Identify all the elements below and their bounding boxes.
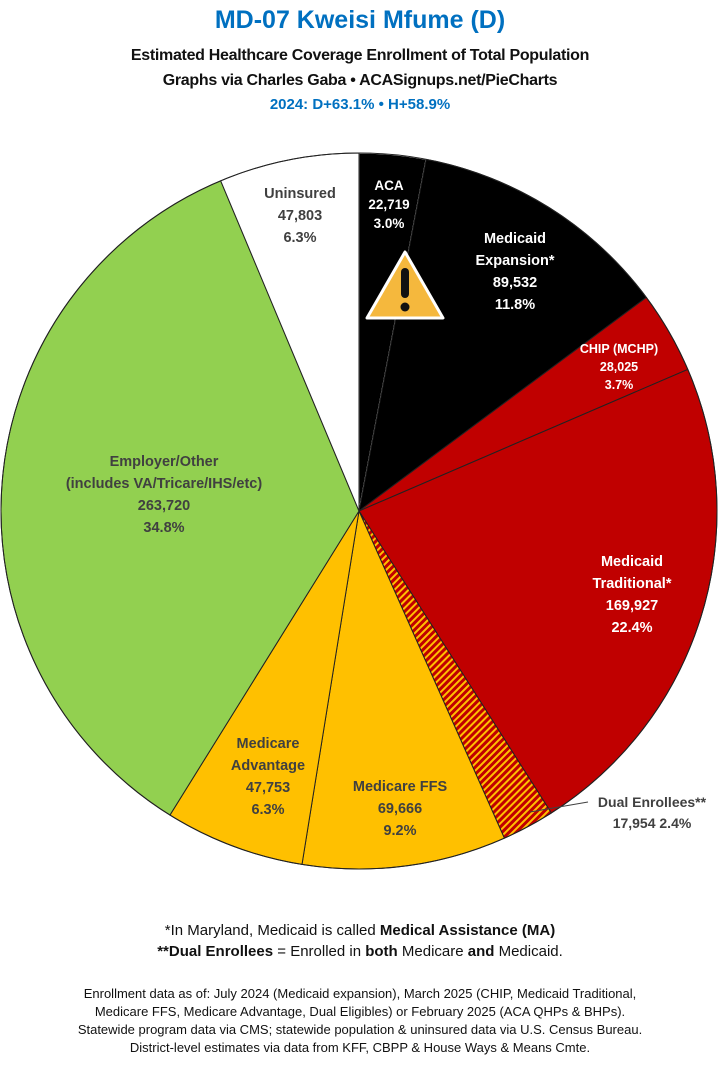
label-medicaid-expansion: Medicaid Expansion* 89,532 11.8% xyxy=(476,228,555,316)
source-line: District-level estimates via data from K… xyxy=(129,1040,591,1055)
chart-subtitle: Estimated Healthcare Coverage Enrollment… xyxy=(130,47,590,64)
slice-name: Medicare xyxy=(236,736,300,752)
slice-name: Dual Enrollees** xyxy=(597,794,707,810)
slice-value: 89,532 xyxy=(492,275,538,291)
source-line: Medicare FFS, Medicare Advantage, Dual E… xyxy=(94,1004,626,1019)
source-line: Statewide program data via CMS; statewid… xyxy=(77,1022,643,1037)
note-text-bold: and xyxy=(467,943,495,960)
label-dual-enrollees: Dual Enrollees** 17,954 2.4% xyxy=(598,792,706,834)
label-chip: CHIP (MCHP) 28,025 3.7% xyxy=(580,340,658,394)
label-medicare-ffs: Medicare FFS 69,666 9.2% xyxy=(353,776,447,842)
label-medicaid-traditional: Medicaid Traditional* 169,927 22.4% xyxy=(593,551,672,639)
partisan-lean: 2024: D+63.1% • H+58.9% xyxy=(269,96,451,113)
slice-value: 28,025 xyxy=(599,360,639,374)
label-aca: ACA 22,719 3.0% xyxy=(368,176,409,233)
slice-percent: 6.3% xyxy=(251,802,285,818)
slice-value: 47,803 xyxy=(277,208,323,224)
slice-percent: 9.2% xyxy=(383,823,417,839)
slice-name: Uninsured xyxy=(264,186,336,202)
slice-name: Expansion* xyxy=(475,253,555,269)
slice-value: 22,719 xyxy=(368,197,410,212)
slice-percent: 22.4% xyxy=(611,620,653,636)
slice-percent: 11.8% xyxy=(494,297,536,313)
slice-value: 263,720 xyxy=(137,498,191,514)
slice-name: Medicare FFS xyxy=(352,779,448,795)
note-text-bold: **Dual Enrollees xyxy=(157,943,274,960)
slice-percent: 34.8% xyxy=(143,520,185,536)
label-employer-other: Employer/Other (includes VA/Tricare/IHS/… xyxy=(66,451,262,539)
slice-value: 169,927 xyxy=(605,598,659,614)
footnote-medicaid-name: *In Maryland, Medicaid is called Medical… xyxy=(0,920,720,941)
slice-name: Advantage xyxy=(230,758,306,774)
chart-credit: Graphs via Charles Gaba • ACASignups.net… xyxy=(162,72,558,89)
note-text: Medicare xyxy=(397,943,468,960)
slice-value: 47,753 xyxy=(245,780,291,796)
label-uninsured: Uninsured 47,803 6.3% xyxy=(264,183,336,249)
note-text: *In Maryland, Medicaid is called xyxy=(164,922,380,939)
chart-title: MD-07 Kweisi Mfume (D) xyxy=(214,6,506,34)
note-text: = Enrolled in xyxy=(273,943,366,960)
pie-outline xyxy=(0,152,718,870)
footnote-dual: **Dual Enrollees = Enrolled in both Medi… xyxy=(0,941,720,962)
slice-name: (includes VA/Tricare/IHS/etc) xyxy=(65,476,263,492)
source-line: Enrollment data as of: July 2024 (Medica… xyxy=(83,986,637,1001)
label-medicare-advantage: Medicare Advantage 47,753 6.3% xyxy=(231,733,305,821)
note-text-bold: Medical Assistance (MA) xyxy=(379,922,556,939)
slice-percent: 3.7% xyxy=(604,378,634,392)
note-text: Medicaid. xyxy=(494,943,563,960)
source-notes: Enrollment data as of: July 2024 (Medica… xyxy=(0,985,720,1057)
slice-name: Medicaid xyxy=(483,231,547,247)
slice-name: Medicaid xyxy=(600,554,664,570)
slice-value: 17,954 2.4% xyxy=(612,815,692,831)
slice-name: ACA xyxy=(374,178,404,193)
dual-leader-line xyxy=(529,801,589,813)
slice-name: Employer/Other xyxy=(109,454,219,470)
slice-name: Traditional* xyxy=(592,576,672,592)
slice-name: CHIP (MCHP) xyxy=(579,342,659,356)
note-text-bold: both xyxy=(365,943,398,960)
slice-percent: 6.3% xyxy=(283,230,317,246)
slice-percent: 3.0% xyxy=(373,216,405,231)
footnotes: *In Maryland, Medicaid is called Medical… xyxy=(0,920,720,962)
warning-triangle-icon xyxy=(365,250,445,320)
slice-value: 69,666 xyxy=(377,801,423,817)
